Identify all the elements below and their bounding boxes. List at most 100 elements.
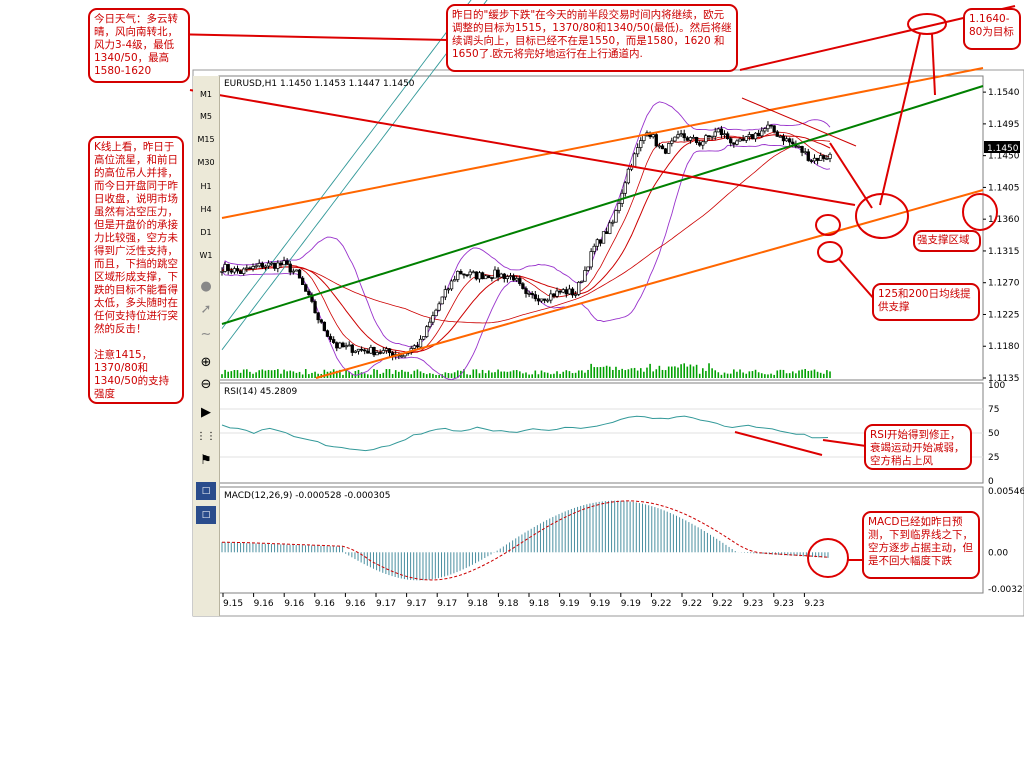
candle-body bbox=[359, 348, 364, 351]
candle-body bbox=[716, 128, 720, 133]
candle-body bbox=[682, 133, 686, 139]
tf-m5[interactable]: M5 bbox=[200, 112, 212, 121]
candle-body bbox=[248, 267, 252, 270]
circle-1360 bbox=[962, 193, 998, 231]
candle-body bbox=[546, 299, 550, 302]
zoom-in-icon[interactable]: ⊕ bbox=[200, 355, 212, 370]
target-circle bbox=[907, 13, 947, 35]
time-tick-label: 9.23 bbox=[804, 599, 824, 609]
template-save-icon[interactable]: □ bbox=[196, 506, 216, 524]
candle-body bbox=[418, 338, 423, 348]
candle-body bbox=[735, 140, 739, 145]
candle-body bbox=[282, 260, 286, 266]
candle-body bbox=[254, 265, 258, 268]
candle-body bbox=[502, 273, 506, 280]
candle-body bbox=[617, 203, 621, 211]
candle-body bbox=[350, 344, 354, 353]
ma-60 bbox=[221, 140, 831, 324]
candle-body bbox=[542, 298, 547, 301]
tf-m15[interactable]: M15 bbox=[197, 135, 215, 144]
candle-body bbox=[294, 269, 299, 272]
macd-panel[interactable] bbox=[218, 486, 984, 594]
candle-body bbox=[232, 268, 237, 273]
candle-body bbox=[614, 210, 618, 223]
template-icon[interactable]: □ bbox=[196, 482, 216, 500]
candle-body bbox=[772, 125, 776, 133]
candle-body bbox=[366, 350, 370, 354]
candle-body bbox=[269, 262, 274, 265]
candle-body bbox=[319, 319, 323, 323]
candle-body bbox=[496, 269, 500, 278]
candle-body bbox=[400, 355, 404, 358]
draw-icon[interactable]: ∼ bbox=[200, 327, 212, 342]
candle-body bbox=[291, 270, 295, 273]
candle-body bbox=[555, 290, 559, 297]
candle-body bbox=[484, 275, 488, 280]
candle-body bbox=[806, 151, 810, 161]
current-price-tag: 1.1450 bbox=[987, 144, 1019, 154]
candle-body bbox=[332, 339, 336, 343]
chart-shift-icon[interactable]: ▶ bbox=[201, 405, 211, 420]
candle-body bbox=[654, 134, 658, 147]
tf-d1[interactable]: D1 bbox=[200, 228, 212, 237]
candle-body bbox=[471, 271, 475, 274]
candle-body bbox=[753, 132, 758, 140]
candle-body bbox=[428, 321, 432, 328]
rsi-line bbox=[221, 415, 829, 452]
arrow-icon[interactable]: ➚ bbox=[200, 302, 212, 317]
candle-body bbox=[611, 221, 615, 224]
candle-body bbox=[477, 272, 482, 280]
candle-body bbox=[797, 146, 801, 148]
lock-icon[interactable]: ● bbox=[200, 279, 212, 294]
time-tick-label: 9.23 bbox=[743, 599, 763, 609]
candle-body bbox=[732, 142, 736, 145]
arrow-up-left bbox=[879, 33, 921, 206]
candle-body bbox=[744, 136, 748, 141]
candle-body bbox=[558, 290, 562, 293]
macd-signal-line bbox=[222, 500, 829, 581]
candle-body bbox=[819, 155, 823, 161]
candle-body bbox=[322, 321, 327, 332]
periods-icon[interactable]: ⚑ bbox=[200, 453, 212, 468]
candle-body bbox=[769, 124, 773, 127]
candle-body bbox=[273, 262, 277, 269]
candle-body bbox=[434, 309, 438, 317]
arrow-up-right bbox=[931, 33, 936, 96]
candle-body bbox=[521, 283, 525, 289]
time-tick-label: 9.16 bbox=[315, 599, 335, 609]
tf-h4[interactable]: H4 bbox=[200, 205, 212, 214]
time-tick-label: 9.17 bbox=[407, 599, 427, 609]
candle-body bbox=[229, 270, 233, 273]
arrow-main-down bbox=[189, 89, 856, 206]
candle-body bbox=[226, 264, 230, 271]
zoom-out-icon[interactable]: ⊖ bbox=[200, 377, 212, 392]
time-tick-label: 9.22 bbox=[713, 599, 733, 609]
price-tick-label: 1.1495 bbox=[988, 120, 1020, 130]
candle-body bbox=[549, 293, 553, 301]
candle-body bbox=[570, 288, 575, 296]
time-tick-label: 9.22 bbox=[682, 599, 702, 609]
tf-w1[interactable]: W1 bbox=[199, 251, 213, 260]
candle-body bbox=[679, 133, 683, 136]
candle-body bbox=[825, 158, 829, 160]
candle-body bbox=[586, 266, 590, 271]
price-tick-label: 1.1270 bbox=[988, 279, 1020, 289]
axes: 1.1540 1.1495 1.1450 1.1405 1.1360 1.1315 1.12… bbox=[222, 88, 1024, 609]
candle-body bbox=[694, 137, 699, 143]
candle-body bbox=[710, 135, 714, 138]
rsi-tick-label: 50 bbox=[988, 429, 1000, 439]
main-note: 昨日的"缓步下跌"在今天的前半段交易时间内将继续，欧元调整的目标为1515，13… bbox=[446, 4, 738, 72]
candle-body bbox=[508, 275, 513, 278]
candle-body bbox=[741, 138, 745, 141]
candle-body bbox=[372, 347, 376, 356]
candle-body bbox=[431, 315, 435, 323]
candle-body bbox=[573, 294, 578, 296]
tf-m30[interactable]: M30 bbox=[197, 158, 215, 167]
tf-h1[interactable]: H1 bbox=[200, 182, 212, 191]
grid-icon[interactable]: ⋮⋮ bbox=[196, 431, 216, 442]
time-tick-label: 9.16 bbox=[254, 599, 274, 609]
candle-body bbox=[313, 301, 317, 314]
tf-m1[interactable]: M1 bbox=[200, 90, 212, 99]
candle-body bbox=[757, 132, 761, 137]
candle-body bbox=[667, 143, 671, 154]
